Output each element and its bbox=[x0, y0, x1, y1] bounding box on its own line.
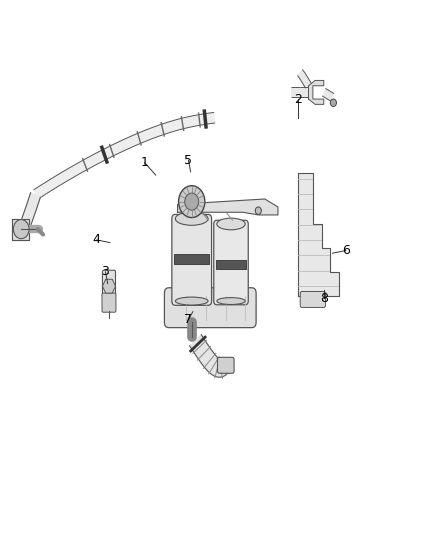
Text: 6: 6 bbox=[342, 244, 350, 257]
Text: 5: 5 bbox=[184, 154, 192, 167]
Polygon shape bbox=[322, 88, 334, 101]
Polygon shape bbox=[34, 112, 215, 199]
Circle shape bbox=[179, 185, 205, 217]
Polygon shape bbox=[12, 219, 29, 240]
Text: 1: 1 bbox=[141, 156, 149, 169]
Circle shape bbox=[330, 99, 336, 107]
FancyBboxPatch shape bbox=[214, 220, 248, 305]
Polygon shape bbox=[291, 87, 300, 98]
FancyBboxPatch shape bbox=[216, 260, 246, 269]
Ellipse shape bbox=[175, 212, 208, 225]
Circle shape bbox=[255, 207, 261, 214]
Ellipse shape bbox=[175, 297, 208, 305]
Polygon shape bbox=[189, 334, 232, 377]
Ellipse shape bbox=[217, 218, 245, 230]
Polygon shape bbox=[300, 87, 308, 98]
Circle shape bbox=[13, 220, 29, 239]
Text: 3: 3 bbox=[102, 265, 110, 278]
Ellipse shape bbox=[217, 297, 245, 304]
Polygon shape bbox=[308, 80, 324, 104]
Circle shape bbox=[185, 193, 199, 210]
Polygon shape bbox=[20, 192, 40, 229]
Polygon shape bbox=[297, 173, 339, 296]
Text: 2: 2 bbox=[293, 93, 301, 106]
FancyBboxPatch shape bbox=[164, 288, 256, 328]
Text: 7: 7 bbox=[184, 313, 192, 326]
FancyBboxPatch shape bbox=[218, 357, 234, 373]
FancyBboxPatch shape bbox=[102, 293, 116, 312]
FancyBboxPatch shape bbox=[102, 270, 116, 297]
Text: 4: 4 bbox=[93, 233, 101, 246]
FancyBboxPatch shape bbox=[172, 214, 212, 305]
Polygon shape bbox=[177, 199, 278, 215]
Text: 8: 8 bbox=[320, 292, 328, 305]
FancyBboxPatch shape bbox=[300, 292, 325, 308]
FancyBboxPatch shape bbox=[174, 254, 209, 264]
Polygon shape bbox=[297, 69, 311, 88]
